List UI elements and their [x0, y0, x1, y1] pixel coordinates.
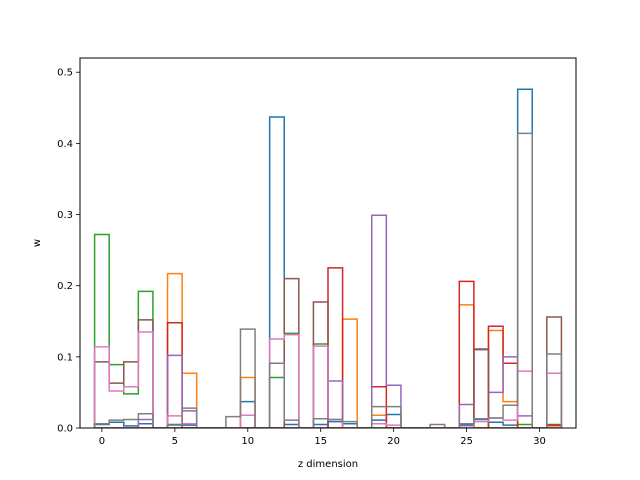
- y-tick-label: 0.4: [57, 139, 73, 150]
- plot-area: [93, 88, 563, 428]
- x-tick-label: 30: [533, 436, 546, 447]
- y-tick-label: 0.1: [57, 352, 73, 363]
- x-axis-label: z dimension: [298, 459, 358, 470]
- y-axis-label: w: [32, 239, 43, 247]
- y-tick-label: 0.5: [57, 68, 73, 79]
- y-tick-label: 0.3: [57, 210, 73, 221]
- x-tick-label: 10: [241, 436, 254, 447]
- x-tick-label: 25: [460, 436, 473, 447]
- x-tick-label: 15: [314, 436, 327, 447]
- axis-ticks: 0 5 10 15 20 25 30 0.0 0.1 0.2 0.3 0.4 0.5: [57, 68, 546, 447]
- x-tick-label: 5: [172, 436, 178, 447]
- y-tick-label: 0.2: [57, 281, 73, 292]
- x-tick-label: 0: [99, 436, 105, 447]
- histogram-series-8: [93, 132, 563, 428]
- x-tick-label: 20: [387, 436, 400, 447]
- y-tick-label: 0.0: [57, 424, 73, 435]
- plot-frame: [79, 57, 577, 429]
- histogram-series-3: [93, 233, 563, 428]
